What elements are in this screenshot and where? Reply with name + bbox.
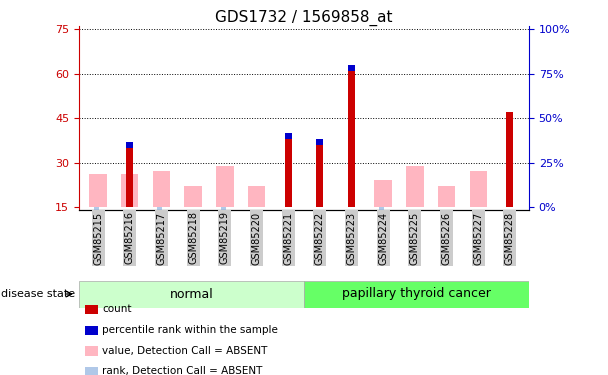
- Bar: [221, 207, 226, 240]
- Text: GSM85220: GSM85220: [252, 211, 261, 264]
- Bar: [121, 174, 139, 207]
- Text: count: count: [102, 304, 132, 314]
- Text: GSM85226: GSM85226: [441, 211, 452, 264]
- Bar: [79, 280, 304, 308]
- Bar: [379, 207, 384, 240]
- Text: GSM85221: GSM85221: [283, 211, 293, 264]
- Bar: [438, 186, 455, 207]
- Text: disease state: disease state: [1, 289, 75, 299]
- Text: GSM85222: GSM85222: [315, 211, 325, 265]
- Bar: [375, 180, 392, 207]
- Bar: [506, 112, 513, 207]
- Text: GSM85219: GSM85219: [219, 211, 230, 264]
- Text: GSM85218: GSM85218: [188, 211, 198, 264]
- Text: GSM85217: GSM85217: [156, 211, 167, 264]
- Bar: [316, 145, 323, 207]
- Bar: [469, 171, 487, 207]
- Bar: [126, 142, 133, 148]
- Bar: [304, 280, 529, 308]
- Text: normal: normal: [170, 288, 213, 300]
- Text: GSM85224: GSM85224: [378, 211, 389, 264]
- Bar: [89, 174, 107, 207]
- Bar: [348, 65, 355, 71]
- Text: papillary thyroid cancer: papillary thyroid cancer: [342, 288, 491, 300]
- Text: GSM85228: GSM85228: [505, 211, 515, 264]
- Text: percentile rank within the sample: percentile rank within the sample: [102, 325, 278, 335]
- Bar: [184, 186, 202, 207]
- Text: GSM85225: GSM85225: [410, 211, 420, 265]
- Bar: [285, 139, 292, 207]
- Text: GDS1732 / 1569858_at: GDS1732 / 1569858_at: [215, 9, 393, 26]
- Text: value, Detection Call = ABSENT: value, Detection Call = ABSENT: [102, 346, 268, 355]
- Text: GSM85215: GSM85215: [93, 211, 103, 264]
- Bar: [216, 165, 233, 207]
- Bar: [285, 133, 292, 139]
- Bar: [157, 207, 162, 240]
- Bar: [248, 186, 265, 207]
- Bar: [94, 207, 99, 243]
- Text: rank, Detection Call = ABSENT: rank, Detection Call = ABSENT: [102, 366, 263, 375]
- Bar: [348, 71, 355, 207]
- Bar: [126, 148, 133, 207]
- Bar: [406, 165, 424, 207]
- Bar: [316, 139, 323, 145]
- Bar: [153, 171, 170, 207]
- Text: GSM85216: GSM85216: [125, 211, 135, 264]
- Text: GSM85227: GSM85227: [473, 211, 483, 265]
- Text: GSM85223: GSM85223: [347, 211, 356, 264]
